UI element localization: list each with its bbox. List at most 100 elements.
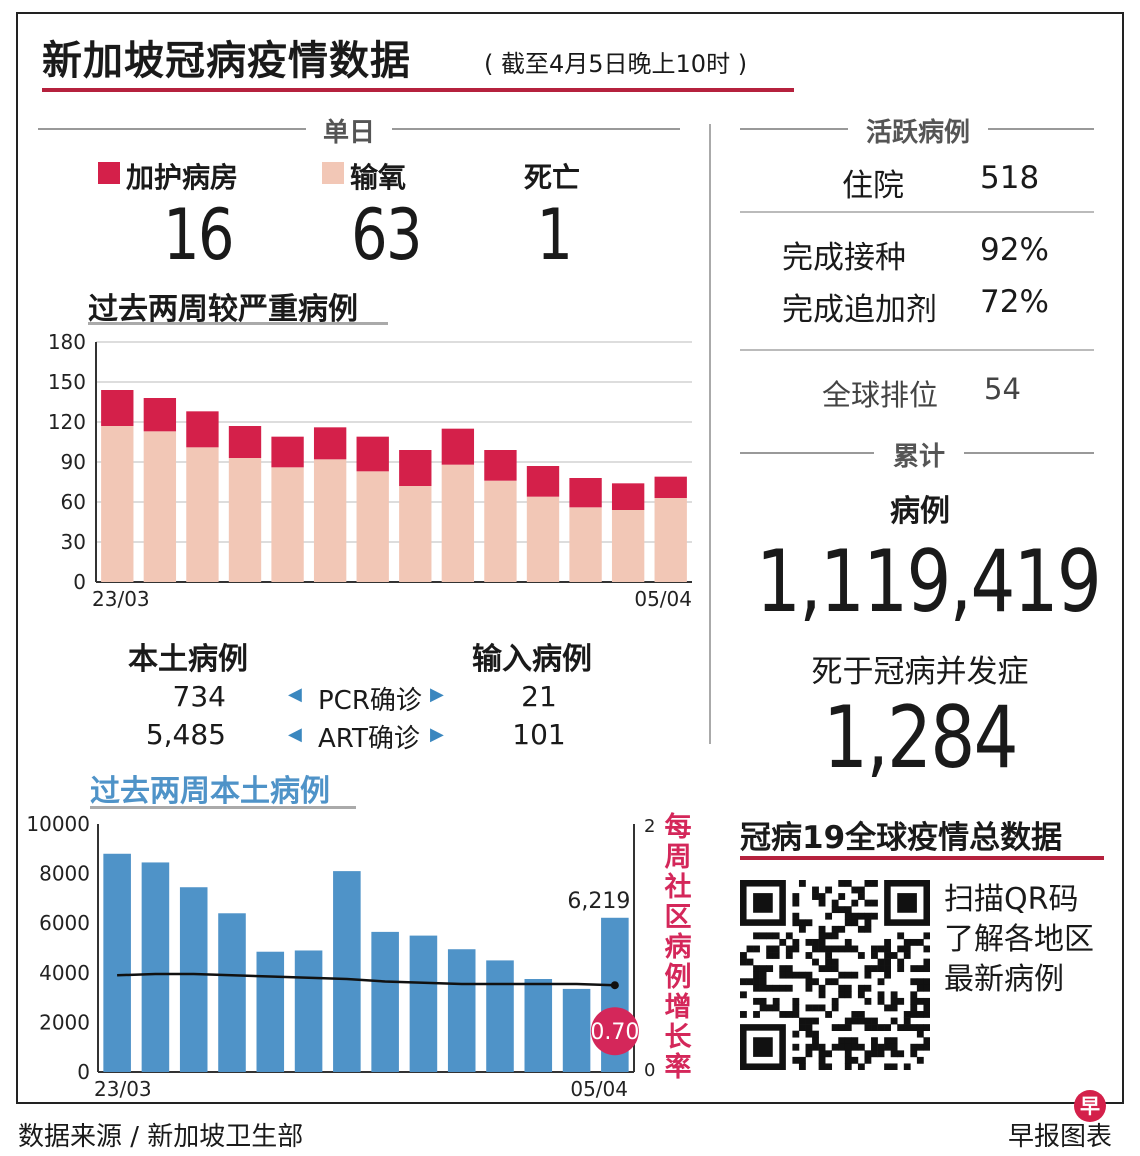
qr-module	[916, 978, 924, 986]
qr-module	[792, 893, 800, 900]
qr-module	[805, 1043, 813, 1051]
qr-module	[910, 938, 918, 946]
data-source: 数据来源 / 新加坡卫生部	[18, 1122, 304, 1152]
active-rule-left	[740, 128, 848, 130]
bar-segment	[526, 466, 560, 497]
rank-label: 全球排位	[822, 378, 939, 412]
qr-module	[884, 965, 891, 973]
qr-module	[818, 1056, 826, 1064]
qr-module	[903, 938, 911, 946]
qr-text-line: 扫描QR码	[944, 882, 1079, 917]
bar-segment	[654, 498, 687, 582]
qr-finder	[753, 893, 773, 913]
y-tick-label: 8000	[39, 862, 90, 886]
qr-module	[851, 899, 859, 907]
qr-module	[772, 945, 780, 953]
qr-module	[844, 919, 852, 927]
qr-module	[825, 886, 833, 894]
bar-segment	[569, 507, 602, 582]
qr-module	[798, 1056, 806, 1064]
qr-module	[844, 991, 852, 999]
qr-module	[740, 991, 747, 999]
qr-module	[851, 1056, 859, 1064]
qr-module	[772, 984, 780, 992]
qr-module	[812, 1037, 819, 1045]
qr-module	[923, 997, 930, 1005]
title-rule	[42, 88, 794, 92]
bar-segment	[143, 431, 177, 582]
hospitalised-label: 住院	[842, 168, 904, 204]
qr-module	[831, 906, 839, 914]
qr-module	[851, 1017, 859, 1025]
y2-axis-label-char: 社	[665, 871, 692, 903]
oxygen-label: 输氧	[350, 161, 407, 194]
qr-module	[818, 991, 826, 999]
y-tick-label: 0	[77, 1060, 90, 1084]
qr-module	[923, 984, 930, 992]
qr-module	[831, 978, 839, 986]
deaths-label: 死亡	[524, 161, 581, 194]
qr-module	[916, 1043, 924, 1051]
qr-module	[864, 1050, 872, 1058]
qr-module	[857, 1017, 865, 1025]
qr-module	[838, 984, 846, 992]
qr-module	[831, 1004, 839, 1012]
qr-module	[838, 880, 846, 887]
bar-segment	[101, 426, 134, 582]
qr-module	[844, 1017, 852, 1025]
bar	[409, 935, 438, 1072]
qr-module	[825, 932, 833, 940]
y-tick-label: 4000	[39, 961, 90, 985]
oxygen-value: 63	[351, 194, 422, 276]
qr-module	[890, 1004, 898, 1012]
qr-module	[812, 945, 819, 953]
qr-module	[798, 1017, 806, 1025]
qr-module	[844, 984, 852, 992]
y2-axis-label-char: 率	[665, 1051, 692, 1083]
y-tick-label: 90	[61, 450, 86, 474]
qr-module	[831, 1043, 839, 1051]
graphic-credit: 早报图表	[1008, 1122, 1113, 1152]
qr-module	[916, 1030, 924, 1038]
qr-module	[812, 1017, 819, 1025]
bar	[256, 951, 285, 1072]
qr-code-icon[interactable]	[740, 880, 930, 1070]
qr-module	[785, 1011, 793, 1018]
active-rule-right	[988, 128, 1094, 130]
qr-module	[759, 984, 767, 992]
qr-text-line: 最新病例	[944, 962, 1064, 997]
qr-module	[766, 945, 774, 953]
qr-module	[772, 932, 780, 940]
qr-module	[844, 971, 852, 979]
qr-module	[785, 984, 793, 992]
qr-module	[890, 1037, 898, 1045]
qr-module	[923, 1004, 930, 1012]
qr-module	[825, 945, 833, 953]
arrow-right-icon: ▶	[430, 724, 444, 745]
icu-value: 16	[163, 194, 234, 276]
qr-module	[825, 952, 833, 959]
qr-module	[910, 1024, 918, 1031]
qr-module	[812, 893, 819, 900]
icu-swatch	[98, 162, 120, 184]
qr-module	[871, 945, 878, 953]
qr-module	[831, 945, 839, 953]
qr-module	[759, 978, 767, 986]
qr-module	[851, 912, 859, 920]
qr-module	[838, 925, 846, 933]
qr-module	[792, 945, 800, 953]
qr-module	[916, 1056, 924, 1064]
qr-module	[871, 965, 878, 973]
bar-segment	[441, 428, 475, 465]
qr-module	[903, 1024, 911, 1031]
y-tick-label: 6000	[39, 911, 90, 935]
qr-module	[884, 938, 891, 946]
pcr-label: PCR确诊	[318, 686, 422, 716]
qr-module	[871, 912, 878, 920]
qr-module	[877, 1043, 885, 1051]
qr-module	[792, 1043, 800, 1051]
qr-module	[844, 906, 852, 914]
zaobao-logo-icon: 早	[1074, 1090, 1106, 1122]
y-tick-label: 2000	[39, 1010, 90, 1034]
bar-segment	[271, 436, 304, 468]
